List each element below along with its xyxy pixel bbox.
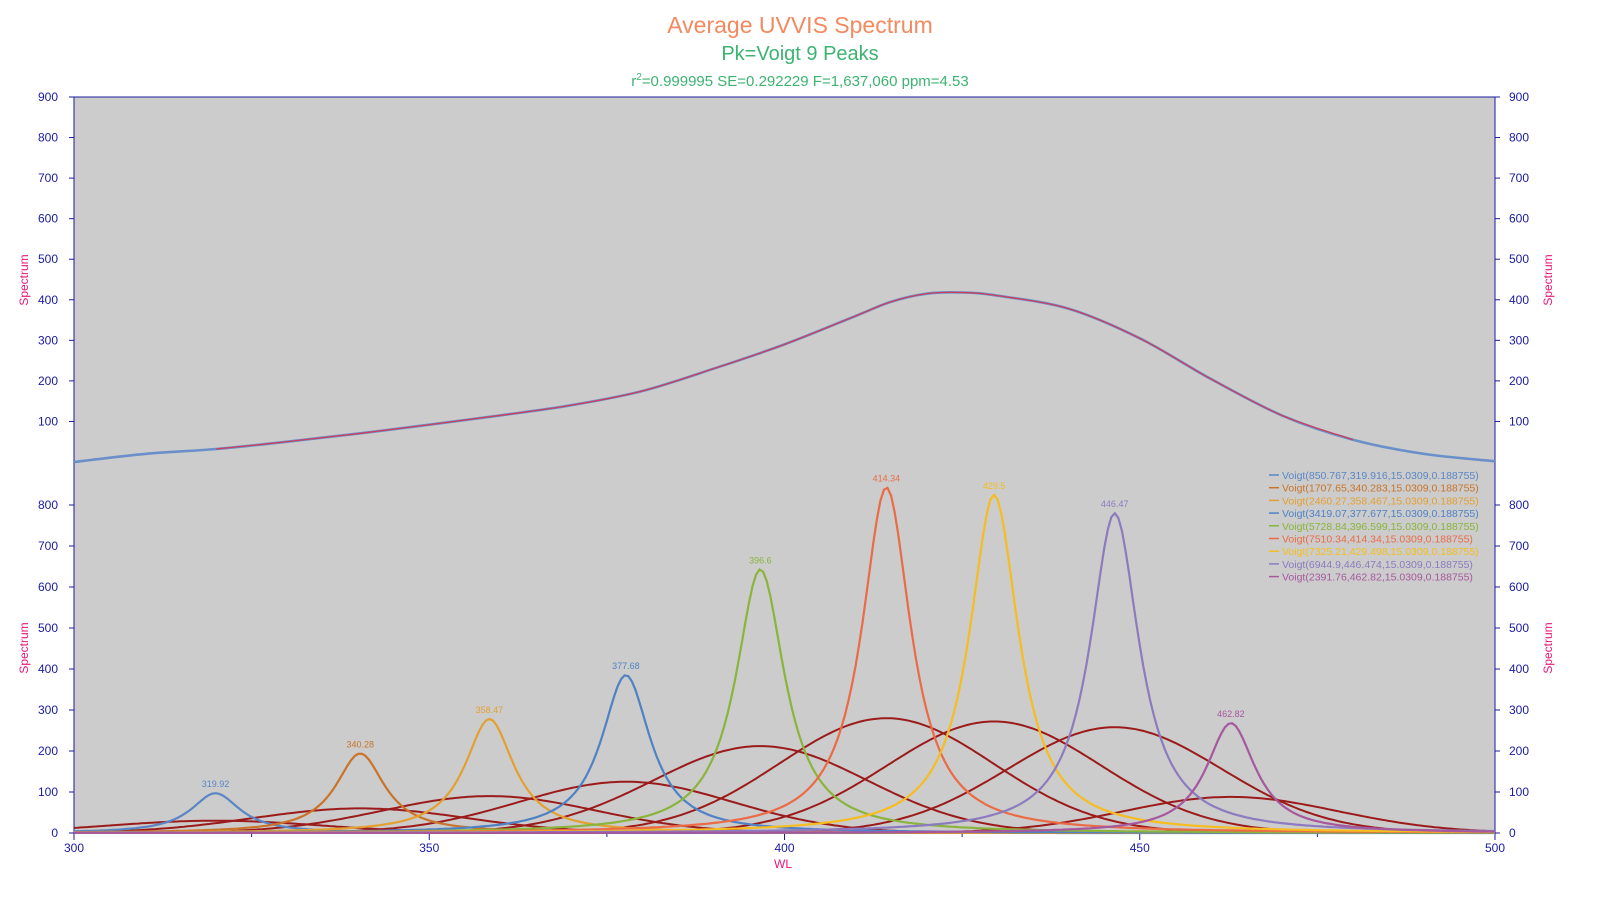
x-tick-label: 450 — [1130, 841, 1150, 855]
y-tick-label-left: 600 — [38, 580, 58, 594]
y-tick-label-right: 700 — [1509, 171, 1529, 185]
y-tick-label-right: 0 — [1509, 826, 1516, 840]
peak-label: 446.47 — [1101, 499, 1129, 509]
chart-title-block: Average UVVIS Spectrum Pk=Voigt 9 Peaks … — [0, 10, 1600, 92]
peak-label: 358.47 — [476, 705, 504, 715]
y-tick-label-right: 400 — [1509, 293, 1529, 307]
y-tick-label-left: 400 — [38, 662, 58, 676]
y-tick-label-left: 800 — [38, 131, 58, 145]
chart-title: Average UVVIS Spectrum — [667, 12, 933, 38]
y-tick-label-right: 200 — [1509, 374, 1529, 388]
legend-entry: Voigt(1707.65,340.283,15.0309,0.188755) — [1282, 483, 1479, 495]
peak-label: 414.34 — [873, 473, 901, 483]
plot-area — [74, 97, 1495, 833]
peak-label: 429.5 — [983, 481, 1006, 491]
top-panel — [73, 290, 1496, 464]
y-tick-label-left: 800 — [38, 498, 58, 512]
fit-curve — [216, 291, 1354, 450]
x-axis-title: WL — [774, 857, 792, 871]
legend-entry: Voigt(3419.07,377.677,15.0309,0.188755) — [1282, 508, 1479, 520]
legend-entry: Voigt(850.767,319.916,15.0309,0.188755) — [1282, 470, 1479, 482]
chart-subtitle: Pk=Voigt 9 Peaks — [721, 43, 879, 65]
x-tick-label: 350 — [419, 841, 439, 855]
y-tick-label-right: 500 — [1509, 621, 1529, 635]
x-tick-label: 500 — [1485, 841, 1505, 855]
y-tick-label-left: 100 — [38, 785, 58, 799]
y-tick-label-left: 200 — [38, 744, 58, 758]
legend-entry: Voigt(6944.9,446.474,15.0309,0.188755) — [1282, 559, 1473, 571]
y-tick-label-left: 200 — [38, 374, 58, 388]
y-tick-label-left: 500 — [38, 621, 58, 635]
y-tick-label-right: 700 — [1509, 539, 1529, 553]
y-tick-label-right: 200 — [1509, 744, 1529, 758]
y-tick-label-left: 700 — [38, 171, 58, 185]
r2-symbol: r — [631, 73, 637, 90]
y-tick-label-left: 700 — [38, 539, 58, 553]
y-tick-label-left: 600 — [38, 212, 58, 226]
fit-stats-text: =0.999995 SE=0.292229 F=1,637,060 ppm=4.… — [641, 73, 969, 90]
peak-label: 319.92 — [202, 779, 230, 789]
x-tick-label: 400 — [774, 841, 794, 855]
y-tick-label-left: 300 — [38, 333, 58, 347]
y-tick-label-left: 100 — [38, 414, 58, 428]
y-tick-label-right: 100 — [1509, 414, 1529, 428]
y-axis-title-bottom-right: Spectrum — [1541, 622, 1555, 673]
y-axis-title-top-left: Spectrum — [17, 254, 31, 305]
peak-label: 462.82 — [1217, 709, 1245, 719]
y-tick-label-right: 300 — [1509, 703, 1529, 717]
y-tick-label-right: 600 — [1509, 212, 1529, 226]
y-tick-label-right: 100 — [1509, 785, 1529, 799]
y-tick-label-left: 500 — [38, 252, 58, 266]
y-tick-label-left: 0 — [51, 826, 58, 840]
y-tick-label-right: 600 — [1509, 580, 1529, 594]
peak-label: 377.68 — [612, 661, 640, 671]
y-tick-label-right: 800 — [1509, 498, 1529, 512]
legend-entry: Voigt(7325.21,429.498,15.0309,0.188755) — [1282, 546, 1479, 558]
y-tick-label-right: 300 — [1509, 333, 1529, 347]
r2-superscript: 2 — [636, 72, 642, 83]
y-tick-label-left: 900 — [38, 90, 58, 104]
axes: 300 350 400 450 500 100 100 200 200 300 300 400 400 5… — [38, 90, 1529, 855]
legend: Voigt(850.767,319.916,15.0309,0.188755)V… — [1269, 470, 1479, 584]
y-tick-label-right: 400 — [1509, 662, 1529, 676]
peak-curve — [74, 722, 1495, 834]
bottom-panel: 319.92 340.28 358.47 377.68 396.6 414.34 429.5… — [73, 473, 1496, 835]
y-tick-label-right: 800 — [1509, 131, 1529, 145]
fit-statistics: r2=0.999995 SE=0.292229 F=1,637,060 ppm=… — [0, 68, 1600, 92]
peak-label: 396.6 — [749, 555, 772, 565]
y-axis-title-bottom-left: Spectrum — [17, 622, 31, 673]
legend-entry: Voigt(2391.76,462.82,15.0309,0.188755) — [1282, 572, 1473, 584]
x-tick-label: 300 — [64, 841, 84, 855]
y-tick-label-right: 900 — [1509, 90, 1529, 104]
legend-entry: Voigt(5728.84,396.599,15.0309,0.188755) — [1282, 521, 1479, 533]
y-tick-label-left: 300 — [38, 703, 58, 717]
y-axis-title-top-right: Spectrum — [1541, 254, 1555, 305]
y-tick-label-left: 400 — [38, 293, 58, 307]
legend-entry: Voigt(2460.27,358.467,15.0309,0.188755) — [1282, 495, 1479, 507]
y-tick-label-right: 500 — [1509, 252, 1529, 266]
legend-entry: Voigt(7510.34,414.34,15.0309,0.188755) — [1282, 534, 1473, 546]
peak-label: 340.28 — [346, 739, 374, 749]
